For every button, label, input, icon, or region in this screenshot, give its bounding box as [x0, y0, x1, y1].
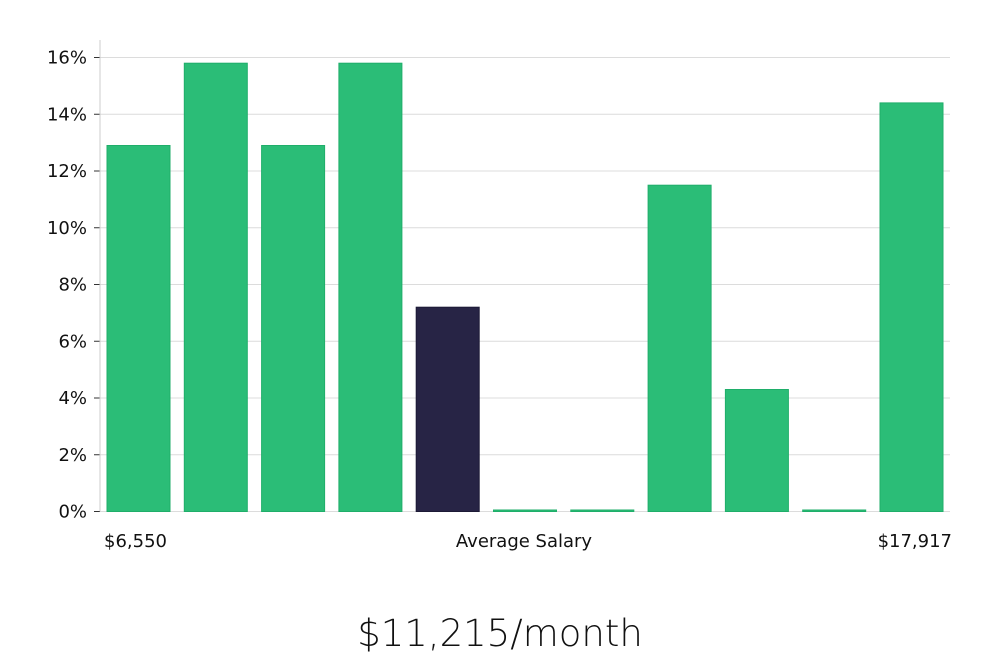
bar — [879, 102, 944, 513]
y-tick-label: 4% — [58, 388, 87, 409]
salary-distribution-chart: 0% 2% 4% 6% 8% 10% 12% 14% 16% $6,550 Average Sa… — [47, 40, 952, 552]
y-tick-label: 0% — [58, 502, 87, 523]
average-salary-value: $11,215/month — [357, 612, 643, 655]
bar — [493, 509, 557, 512]
bar — [261, 145, 326, 512]
bar — [338, 62, 403, 512]
y-tick-label: 16% — [47, 48, 87, 69]
bar — [724, 389, 789, 512]
bar — [183, 62, 248, 512]
y-tick-label: 12% — [47, 161, 87, 182]
y-tick-label: 10% — [47, 218, 87, 239]
y-axis-ticks: 0% 2% 4% 6% 8% 10% 12% 14% 16% — [47, 48, 100, 523]
bar — [570, 509, 635, 512]
x-label-average-salary: Average Salary — [456, 531, 593, 552]
y-tick-label: 14% — [47, 104, 87, 125]
x-label-min-salary: $6,550 — [104, 531, 167, 552]
bar — [647, 184, 712, 512]
bar — [802, 509, 867, 512]
bar-average-salary — [415, 306, 480, 513]
y-tick-label: 6% — [58, 331, 87, 352]
bars — [106, 62, 944, 513]
y-tick-label: 8% — [58, 275, 87, 296]
bar — [106, 145, 171, 512]
y-tick-label: 2% — [58, 445, 87, 466]
x-label-max-salary: $17,917 — [878, 531, 952, 552]
